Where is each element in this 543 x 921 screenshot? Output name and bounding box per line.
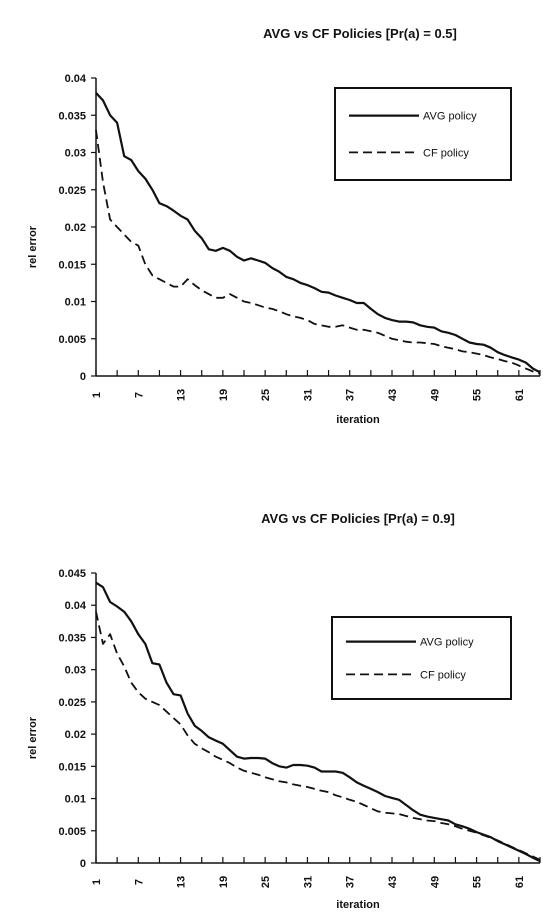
chart-top-title: AVG vs CF Policies [Pr(a) = 0.5] (263, 26, 457, 41)
chart-top-x-label: iteration (336, 414, 380, 426)
chart-bottom-x-tick-label: 19 (218, 876, 230, 888)
chart-top-svg: AVG vs CF Policies [Pr(a) = 0.5] 0 0.005 0.… (27, 26, 541, 426)
chart-bottom-y-tick-label: 0.035 (58, 632, 86, 644)
chart-bottom-y-tick-label: 0.03 (65, 665, 86, 677)
chart-bottom-series-avg-line (95, 581, 541, 863)
chart-bottom-x-tick-label: 13 (176, 876, 188, 888)
chart-top-x-tick-label: 55 (472, 389, 484, 401)
chart-bottom-x-tick-label: 55 (472, 876, 484, 888)
chart-bottom-x-tick-label: 7 (133, 879, 145, 885)
chart-bottom-x-label: iteration (336, 899, 380, 911)
chart-bottom-x-tick-label: 49 (429, 876, 441, 888)
chart-top-legend-label-avg: AVG policy (423, 111, 477, 123)
chart-top-x-tick-label: 37 (345, 389, 357, 401)
chart-bottom-svg: AVG vs CF Policies [Pr(a) = 0.9] 0 0.005 0.… (27, 511, 541, 911)
chart-bottom-x-tick-label: 61 (514, 876, 526, 888)
chart-top-x-tick-label: 31 (302, 389, 314, 401)
chart-top-x-tick-label: 7 (133, 392, 145, 398)
chart-bottom-x-tick-label: 25 (260, 876, 272, 888)
chart-top-x-tick-label: 49 (429, 389, 441, 401)
chart-top-x-tick-label: 25 (260, 389, 272, 401)
chart-bottom-title: AVG vs CF Policies [Pr(a) = 0.9] (261, 511, 455, 526)
chart-top-y-tick-label: 0.015 (58, 259, 86, 271)
chart-top-y-tick-label: 0.025 (58, 185, 86, 197)
chart-bottom-x-tick-label: 37 (345, 876, 357, 888)
chart-bottom-y-tick-label: 0.025 (58, 697, 86, 709)
chart-bottom-legend-label-cf: CF policy (420, 669, 466, 681)
chart-top-y-tick-label: 0.02 (65, 222, 86, 234)
chart-bottom-y-tick-label: 0.02 (65, 729, 86, 741)
chart-bottom-y-tick-label: 0.005 (58, 826, 86, 838)
chart-top-x-tick-label: 1 (91, 392, 103, 398)
chart-top-y-tick-label: 0.005 (58, 334, 86, 346)
chart-top-x-tick-label: 19 (218, 389, 230, 401)
chart-bottom-y-tick-label: 0.015 (58, 761, 86, 773)
chart-top-series-cf-line (95, 129, 541, 375)
chart-top-y-tick-label: 0.04 (65, 73, 87, 85)
chart-top: AVG vs CF Policies [Pr(a) = 0.5] 0 0.005 0.… (0, 0, 543, 440)
chart-bottom-legend-box (331, 616, 512, 700)
chart-top-legend-label-cf: CF policy (423, 147, 469, 159)
chart-bottom-y-tick-label: 0 (80, 858, 86, 870)
chart-bottom-y-tick-label: 0.01 (65, 794, 86, 806)
chart-bottom-y-tick-label: 0.04 (65, 600, 87, 612)
chart-bottom: AVG vs CF Policies [Pr(a) = 0.9] 0 0.005 0.… (0, 480, 543, 921)
chart-top-legend-box (334, 87, 512, 181)
chart-top-y-tick-label: 0.035 (58, 110, 86, 122)
chart-top-y-tick-label: 0.03 (65, 148, 86, 160)
chart-top-series-avg-line (95, 92, 541, 374)
chart-top-x-tick-label: 61 (514, 389, 526, 401)
chart-top-y-tick-label: 0.01 (65, 297, 86, 309)
chart-top-y-tick-label: 0 (80, 371, 86, 383)
chart-bottom-x-tick-label: 31 (302, 876, 314, 888)
chart-bottom-y-label: rel error (27, 716, 39, 759)
chart-top-x-tick-label: 13 (176, 389, 188, 401)
chart-bottom-legend-label-avg: AVG policy (420, 637, 474, 649)
chart-bottom-x-tick-label: 43 (387, 876, 399, 888)
chart-bottom-y-tick-label: 0.045 (58, 568, 86, 580)
chart-top-x-tick-label: 43 (387, 389, 399, 401)
chart-bottom-x-tick-label: 1 (91, 879, 103, 885)
chart-top-y-label: rel error (27, 225, 39, 268)
